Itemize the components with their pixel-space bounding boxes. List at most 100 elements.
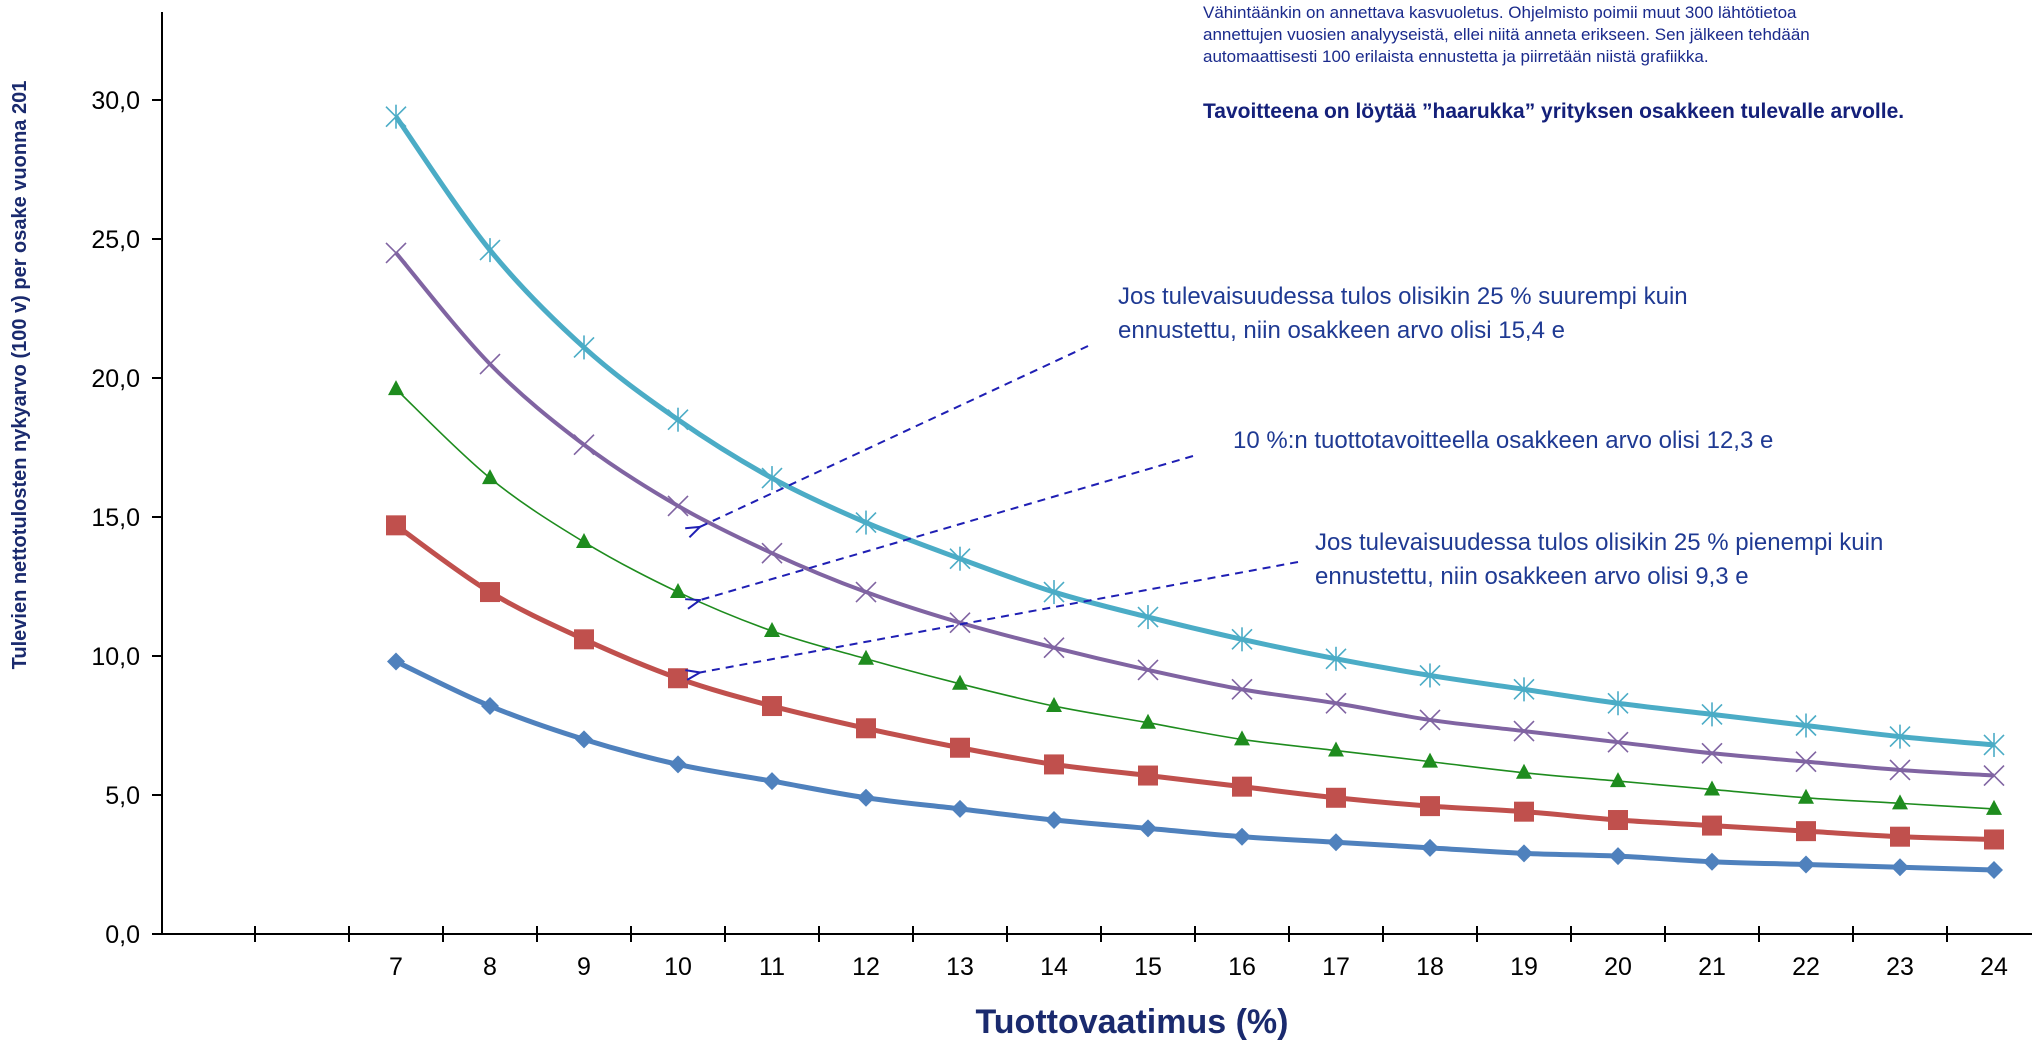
series-line xyxy=(396,662,1994,871)
y-tick-label: 30,0 xyxy=(91,87,140,115)
y-tick-label: 20,0 xyxy=(91,365,140,393)
x-tick-label: 11 xyxy=(759,953,785,981)
data-point-triangle xyxy=(1516,764,1532,779)
data-point-diamond xyxy=(387,653,405,671)
data-point-diamond xyxy=(763,772,781,790)
data-point-triangle xyxy=(388,380,404,395)
data-point-diamond xyxy=(669,755,687,773)
x-tick-label: 9 xyxy=(577,953,591,981)
data-point-square xyxy=(1608,810,1628,830)
y-tick-label: 15,0 xyxy=(91,504,140,532)
x-tick-label: 8 xyxy=(483,953,497,981)
data-point-triangle xyxy=(1986,800,2002,815)
x-tick-label: 19 xyxy=(1510,953,1538,981)
x-axis-title: Tuottovaatimus (%) xyxy=(976,1003,1289,1041)
data-point-diamond xyxy=(1985,861,2003,879)
data-point-diamond xyxy=(481,697,499,715)
x-tick-label: 7 xyxy=(389,953,403,981)
data-point-square xyxy=(574,629,594,649)
data-point-star xyxy=(856,511,876,535)
data-point-square xyxy=(762,696,782,716)
data-point-square xyxy=(1232,777,1252,797)
data-point-diamond xyxy=(1045,811,1063,829)
annotation-line: ennustettu, niin osakkeen arvo olisi 15,… xyxy=(1118,314,1838,348)
data-point-square xyxy=(1326,788,1346,808)
annotation-line: 10 %:n tuottotavoitteella osakkeen arvo … xyxy=(1233,424,1953,458)
data-point-triangle xyxy=(576,533,592,548)
x-tick-label: 15 xyxy=(1134,953,1162,981)
data-point-x xyxy=(668,496,688,516)
info-text: Vähintäänkin on annettava kasvuoletus. O… xyxy=(1203,2,2003,68)
data-point-square xyxy=(856,718,876,738)
data-point-x xyxy=(480,354,500,374)
data-point-square xyxy=(1702,816,1722,836)
y-tick-label: 10,0 xyxy=(91,643,140,671)
goal-text: Tavoitteena on löytää ”haarukka” yrityks… xyxy=(1203,100,2023,124)
data-point-square xyxy=(1796,821,1816,841)
annotation-line: Jos tulevaisuudessa tulos olisikin 25 % … xyxy=(1315,526,2032,560)
data-point-square xyxy=(1890,827,1910,847)
annotation-upper: Jos tulevaisuudessa tulos olisikin 25 % … xyxy=(1118,280,1838,348)
data-point-diamond xyxy=(1139,819,1157,837)
data-point-square xyxy=(1984,829,2004,849)
x-tick-label: 23 xyxy=(1886,953,1914,981)
series-5 xyxy=(387,653,2003,880)
data-point-diamond xyxy=(575,730,593,748)
data-point-triangle xyxy=(1892,794,1908,809)
y-tick-label: 0,0 xyxy=(105,921,140,949)
data-point-square xyxy=(950,738,970,758)
data-point-square xyxy=(1514,802,1534,822)
data-point-diamond xyxy=(1609,847,1627,865)
data-point-diamond xyxy=(857,789,875,807)
x-tick-label: 13 xyxy=(946,953,974,981)
data-point-triangle xyxy=(1422,753,1438,768)
data-point-x xyxy=(574,435,594,455)
data-point-diamond xyxy=(1891,858,1909,876)
x-tick-label: 21 xyxy=(1698,953,1726,981)
y-axis-title: Tulevien nettotulosten nykyarvo (100 v) … xyxy=(9,81,31,670)
data-point-triangle xyxy=(1610,772,1626,787)
data-point-square xyxy=(386,515,406,535)
data-point-star xyxy=(762,466,782,490)
data-point-diamond xyxy=(1703,853,1721,871)
x-tick-label: 12 xyxy=(852,953,880,981)
data-point-star xyxy=(668,408,688,432)
data-point-diamond xyxy=(951,800,969,818)
x-tick-label: 22 xyxy=(1792,953,1820,981)
annotation-line: ennustettu, niin osakkeen arvo olisi 9,3… xyxy=(1315,560,2032,594)
data-point-diamond xyxy=(1797,856,1815,874)
data-point-triangle xyxy=(1328,742,1344,757)
data-point-diamond xyxy=(1327,833,1345,851)
data-point-triangle xyxy=(482,469,498,484)
series-group xyxy=(386,105,2004,879)
data-point-triangle xyxy=(670,583,686,598)
data-point-square xyxy=(1420,796,1440,816)
annotation-middle: 10 %:n tuottotavoitteella osakkeen arvo … xyxy=(1233,424,1953,458)
y-tick-label: 5,0 xyxy=(105,782,140,810)
data-point-diamond xyxy=(1233,828,1251,846)
data-point-x xyxy=(762,543,782,563)
x-tick-label: 10 xyxy=(664,953,692,981)
x-tick-label: 20 xyxy=(1604,953,1632,981)
data-point-x xyxy=(386,243,406,263)
annotation-line: Jos tulevaisuudessa tulos olisikin 25 % … xyxy=(1118,280,1838,314)
data-point-diamond xyxy=(1421,839,1439,857)
y-tick-label: 25,0 xyxy=(91,226,140,254)
data-point-triangle xyxy=(1798,789,1814,804)
x-tick-label: 14 xyxy=(1040,953,1068,981)
data-point-triangle xyxy=(1704,780,1720,795)
x-tick-label: 16 xyxy=(1228,953,1256,981)
info-line: Vähintäänkin on annettava kasvuoletus. O… xyxy=(1203,2,2003,24)
annotation-lower: Jos tulevaisuudessa tulos olisikin 25 % … xyxy=(1315,526,2032,594)
x-tick-label: 18 xyxy=(1416,953,1444,981)
annotation-arrow xyxy=(700,562,1298,672)
axes: 0,0 5,0 10,0 15,0 20,0 25,0 30,0 7 8 9 10 11 12 13 14 1… xyxy=(91,12,2032,981)
data-point-square xyxy=(1044,754,1064,774)
x-tick-label: 24 xyxy=(1980,953,2008,981)
annotation-arrows xyxy=(700,346,1298,672)
annotation-arrow xyxy=(700,346,1088,527)
data-point-x xyxy=(856,582,876,602)
info-line: automaattisesti 100 erilaista ennustetta… xyxy=(1203,46,2003,68)
data-point-square xyxy=(668,668,688,688)
data-point-diamond xyxy=(1515,844,1533,862)
